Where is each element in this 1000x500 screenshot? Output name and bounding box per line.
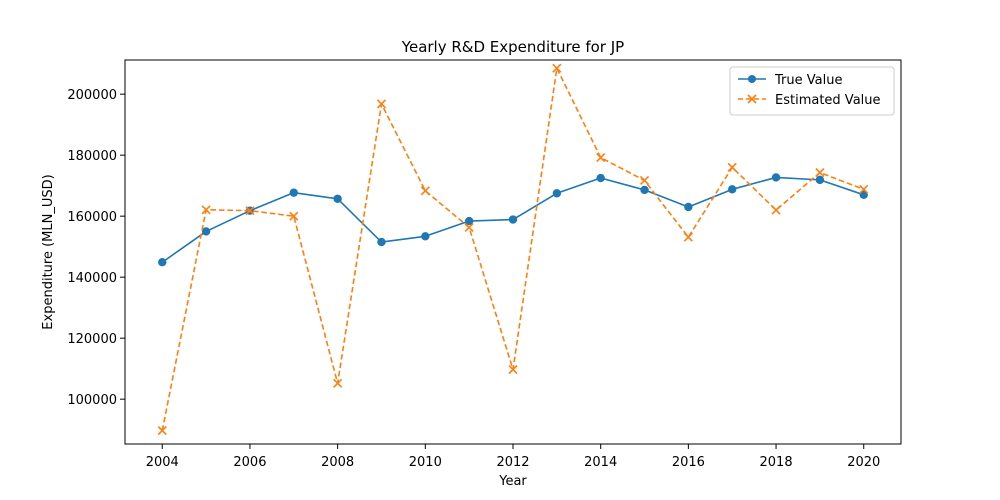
data-point — [771, 205, 781, 215]
data-point — [464, 222, 474, 233]
x-tick-label: 2010 — [409, 455, 442, 470]
x-tick-label: 2006 — [233, 455, 266, 470]
data-point — [508, 215, 518, 224]
legend-label-estimated-value: Estimated Value — [775, 93, 881, 108]
x-axis-label: Year — [498, 474, 527, 489]
y-tick-label: 140000 — [67, 271, 117, 286]
data-point — [684, 202, 693, 212]
chart-title: Yearly R&D Expenditure for JP — [401, 38, 624, 56]
data-point — [728, 185, 737, 194]
series-true-value — [158, 173, 868, 267]
y-axis-ticks: 100000 120000 140000 160000 180000 200000 — [67, 88, 125, 408]
y-axis-label: Expenditure (MLN_USD) — [41, 174, 56, 329]
data-point — [552, 189, 562, 198]
data-point — [596, 153, 606, 163]
x-tick-label: 2016 — [672, 455, 705, 470]
data-point — [596, 173, 605, 183]
x-tick-label: 2014 — [584, 455, 617, 470]
legend-entry-true-value: True Value — [738, 73, 842, 88]
legend-entry-estimated-value: Estimated Value — [738, 93, 881, 108]
data-point — [771, 173, 781, 182]
data-point — [333, 378, 343, 388]
data-point — [201, 205, 211, 215]
data-point — [289, 211, 299, 221]
series-estimated-value — [157, 63, 869, 436]
legend-swatch-marker — [748, 75, 756, 83]
data-point — [377, 237, 386, 247]
legend: True Value Estimated Value — [729, 66, 895, 116]
data-point — [158, 258, 167, 267]
x-tick-label: 2018 — [760, 455, 793, 470]
y-tick-label: 160000 — [67, 210, 117, 225]
data-point — [859, 190, 868, 200]
data-point — [639, 175, 650, 186]
x-axis-ticks: 2004 2006 2008 2010 2012 2014 2016 2018 2020 — [146, 444, 880, 470]
data-point — [376, 99, 387, 109]
data-point — [464, 216, 474, 226]
y-tick-label: 180000 — [67, 149, 117, 164]
data-point — [683, 232, 693, 242]
plot-area — [157, 63, 869, 436]
data-point — [157, 426, 167, 436]
data-point — [201, 227, 211, 236]
data-point — [245, 206, 255, 216]
data-point — [815, 167, 825, 178]
x-tick-label: 2012 — [496, 455, 529, 470]
x-tick-label: 2020 — [847, 455, 880, 470]
data-point — [289, 188, 298, 197]
data-point — [727, 162, 737, 172]
data-point — [815, 175, 825, 185]
data-point — [508, 365, 518, 375]
y-tick-label: 200000 — [67, 88, 117, 103]
data-point — [420, 186, 430, 196]
legend-box — [729, 66, 895, 116]
legend-label-true-value: True Value — [774, 73, 842, 88]
data-point — [421, 232, 430, 241]
data-point — [333, 194, 342, 203]
x-tick-label: 2008 — [321, 455, 354, 470]
data-point — [859, 184, 869, 194]
data-point — [552, 63, 562, 73]
legend-swatch-marker — [747, 94, 757, 104]
data-point — [640, 185, 649, 195]
x-tick-label: 2004 — [146, 455, 179, 470]
y-tick-label: 120000 — [67, 332, 117, 347]
y-tick-label: 100000 — [67, 393, 117, 408]
